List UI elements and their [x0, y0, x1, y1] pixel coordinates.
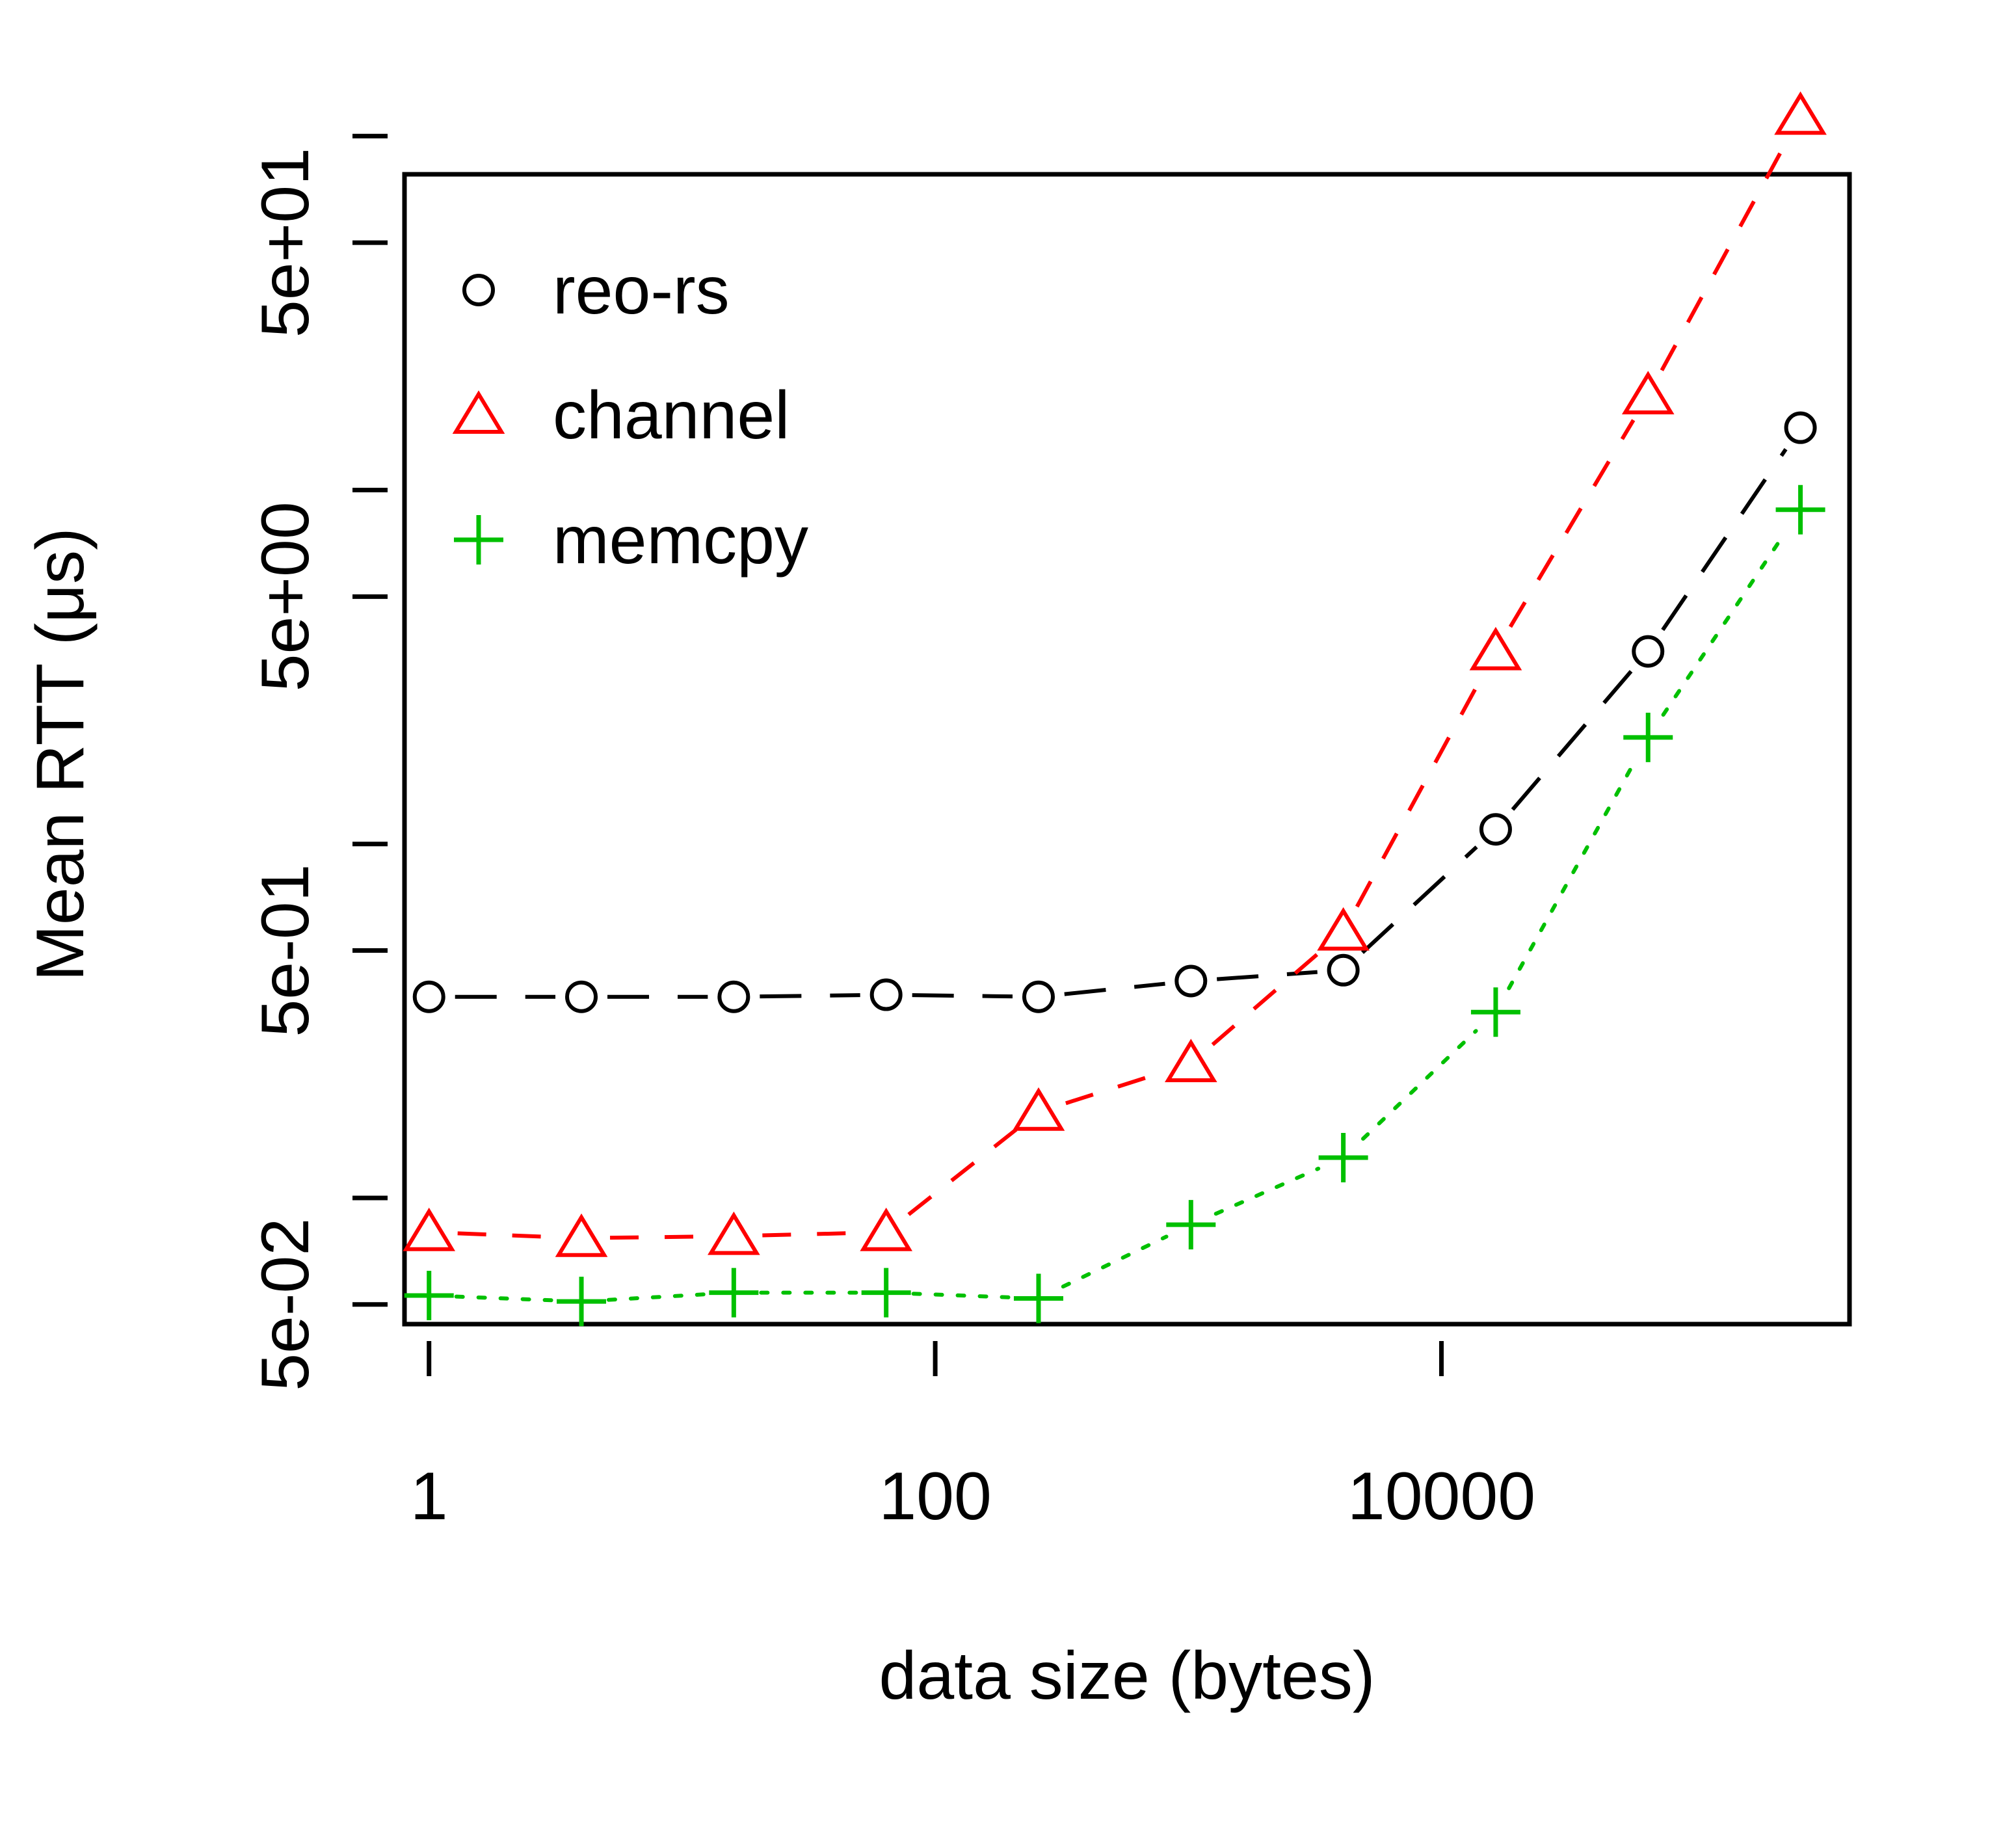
- legend-symbol-plus: [454, 515, 503, 565]
- data-point-circle: [1022, 980, 1055, 1013]
- series-line-segment: [457, 1231, 553, 1240]
- series-line-segment: [911, 1292, 1014, 1299]
- y-tick-label: 5e-02: [248, 1218, 323, 1391]
- series-line-segment: [1355, 675, 1484, 908]
- data-point-triangle: [555, 1213, 608, 1257]
- data-point-circle: [1784, 411, 1817, 444]
- data-point-plus: [1166, 1200, 1216, 1250]
- y-axis: 5e-02 5e-01 5e+00 5e+01: [248, 133, 388, 1391]
- series-line-segment: [1661, 448, 1788, 631]
- data-point-triangle: [708, 1211, 760, 1255]
- series-memcpy: [404, 485, 1825, 1327]
- series-line-segment: [1211, 949, 1323, 1046]
- data-point-circle: [1174, 964, 1208, 998]
- plot-area: [402, 172, 1852, 1327]
- legend: reo-rs channel memcpy: [452, 253, 808, 578]
- series-line-segment: [609, 1234, 706, 1240]
- series-line-segment: [1511, 670, 1633, 811]
- series-line-segment: [1061, 1234, 1169, 1289]
- y-axis-title: Mean RTT (μs): [23, 527, 98, 981]
- data-point-triangle: [1621, 371, 1675, 415]
- x-tick-label: 10000: [1347, 1459, 1535, 1534]
- x-tick-label: 1: [410, 1459, 448, 1534]
- data-point-plus: [1623, 712, 1673, 762]
- series-line-segment: [1360, 1029, 1478, 1141]
- data-point-plus: [1013, 1273, 1063, 1323]
- data-point-circle: [869, 978, 903, 1011]
- data-point-circle: [565, 980, 598, 1013]
- data-point-circle: [412, 980, 445, 1013]
- data-point-triangle: [1774, 91, 1827, 135]
- data-point-triangle: [403, 1207, 456, 1251]
- series-line-segment: [1661, 530, 1788, 717]
- data-point-triangle: [1317, 907, 1370, 951]
- legend-label: memcpy: [553, 503, 808, 578]
- series-line-segment: [1214, 1166, 1321, 1216]
- y-tick-label: 5e-01: [248, 864, 323, 1037]
- data-point-plus: [1470, 987, 1520, 1037]
- y-tick-label: 5e+00: [248, 501, 323, 691]
- data-point-triangle: [1012, 1087, 1065, 1131]
- data-point-plus: [404, 1271, 454, 1321]
- series-line-segment: [1216, 970, 1318, 981]
- data-point-circle: [1632, 635, 1665, 668]
- legend-symbol-circle: [462, 274, 495, 306]
- data-point-circle: [717, 980, 750, 1013]
- data-point-plus: [709, 1268, 759, 1318]
- series-channel: [403, 91, 1827, 1257]
- series-line-segment: [1507, 759, 1637, 990]
- x-tick-label: 100: [879, 1459, 992, 1534]
- legend-label: channel: [553, 378, 789, 453]
- series-line-segment: [907, 1128, 1018, 1216]
- series-line-segment: [606, 1292, 709, 1302]
- data-point-triangle: [1164, 1039, 1217, 1083]
- data-point-circle: [1327, 953, 1360, 987]
- x-axis: 1 100 10000: [410, 1341, 1535, 1534]
- series-line-segment: [912, 993, 1013, 999]
- data-point-plus: [1318, 1132, 1368, 1182]
- data-point-plus: [861, 1268, 911, 1318]
- data-point-plus: [557, 1277, 607, 1327]
- data-point-triangle: [1469, 626, 1522, 671]
- legend-label: reo-rs: [553, 253, 730, 328]
- series-line-segment: [1360, 845, 1478, 954]
- series-line-segment: [1508, 419, 1636, 628]
- series-line-segment: [1064, 981, 1165, 996]
- series-line-segment: [1065, 1070, 1165, 1106]
- series-layer: [403, 91, 1827, 1327]
- data-point-triangle: [860, 1207, 912, 1251]
- data-point-circle: [1479, 813, 1512, 846]
- x-axis-title: data size (bytes): [879, 1638, 1375, 1714]
- data-point-plus: [1775, 485, 1825, 535]
- series-line-segment: [454, 1294, 557, 1303]
- series-reo-rs: [412, 411, 1817, 1013]
- y-tick-label: 5e+01: [248, 148, 323, 338]
- series-line-segment: [760, 993, 860, 999]
- plot-frame: [402, 172, 1852, 1327]
- series-line-segment: [762, 1230, 858, 1238]
- series-line-segment: [1660, 140, 1789, 371]
- legend-symbol-triangle: [452, 390, 505, 434]
